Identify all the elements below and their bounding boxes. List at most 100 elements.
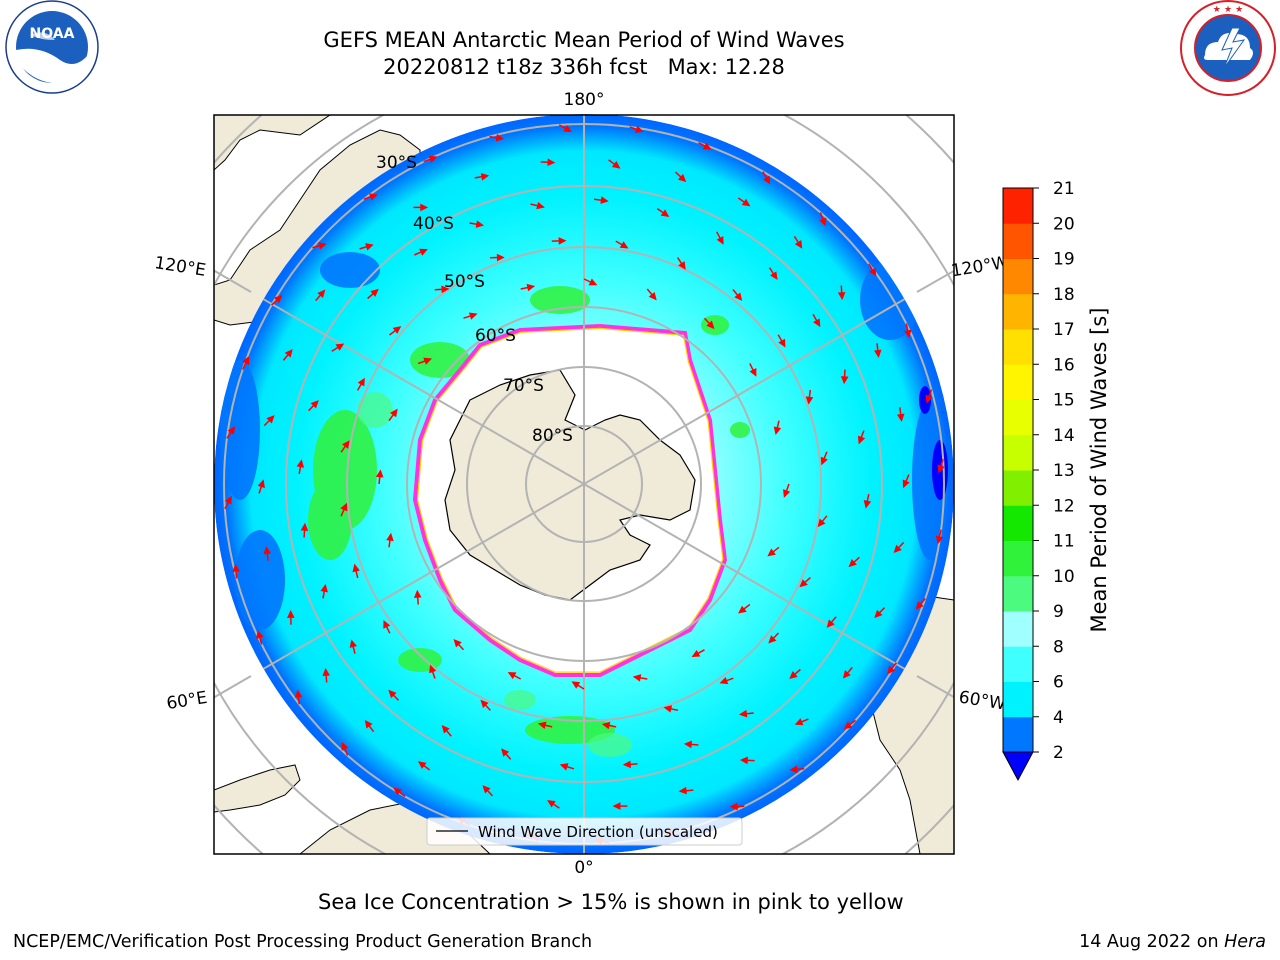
wave-arrow-head (428, 155, 438, 163)
colorbar-cell (1003, 329, 1033, 365)
colorbar-cell (1003, 434, 1033, 471)
wave-arrow-head (678, 261, 686, 270)
wave-arrow-head (294, 689, 303, 698)
colorbar-cell (1003, 470, 1033, 506)
wave-arrow-head (224, 495, 232, 505)
wave-arrow-head (423, 357, 433, 365)
lon-label-120e: 120°E (153, 253, 207, 281)
colorbar-under-triangle (1002, 751, 1034, 782)
wave-arrow-head (417, 761, 427, 769)
wave-arrow-head (741, 198, 751, 207)
wave-arrow-head (634, 125, 644, 133)
wave-arrow-head (420, 203, 429, 212)
wave-arrow-head (857, 435, 866, 445)
wave-arrow-head (287, 609, 295, 618)
wave-arrow-head (773, 426, 782, 435)
chart-title: GEFS MEAN Antarctic Mean Period of Wind … (323, 28, 845, 52)
wave-arrow-head (778, 338, 786, 348)
wave-arrow-head (501, 748, 510, 757)
wave-arrow-head (392, 326, 402, 334)
lat-label-40s: 40°S (413, 214, 454, 234)
lat-label-80s: 80°S (532, 426, 573, 446)
colorbar-cell (1003, 611, 1033, 647)
wave-arrow-head (794, 718, 804, 726)
colorbar-cell (1003, 293, 1033, 330)
wave-arrow-head (848, 558, 857, 568)
wave-arrow-head (799, 579, 808, 588)
wave-arrow-head (257, 479, 265, 489)
colorbar-tick-label: 20 (1053, 214, 1075, 234)
wind-wave-arrows (224, 124, 945, 846)
wave-arrow-head (475, 220, 485, 228)
colorbar-cell (1003, 188, 1033, 224)
ocean-disc (214, 114, 954, 854)
wave-arrow-head (840, 376, 849, 385)
wave-arrow-head (632, 674, 642, 682)
wave-arrow-head (242, 356, 250, 365)
wave-arrow-head (896, 413, 905, 422)
wave-arrow-head (601, 721, 611, 730)
wave-arrow-head (925, 394, 933, 404)
wave-arrow-head (794, 240, 803, 249)
wave-arrow-head (375, 469, 384, 478)
legend-label: Wind Wave Direction (unscaled) (478, 823, 718, 841)
wave-arrow-head (768, 635, 777, 644)
wave-arrow-head (677, 173, 687, 183)
colorbar-tick-label: 8 (1053, 637, 1064, 657)
wave-arrow-head (874, 349, 882, 358)
colorbar-tick-label: 9 (1053, 602, 1064, 622)
colorbar: 2 4 6 8 9 10 11 12 13 14 15 16 17 18 19 20 21 Mean Perio… (1002, 179, 1111, 782)
wave-arrow-head (507, 672, 517, 680)
wave-arrow-head (480, 173, 490, 181)
wave-arrow-head (310, 400, 319, 409)
lon-label-60w: 60°W (957, 687, 1007, 714)
nws-logo: ★ ★ ★ (1180, 0, 1276, 96)
colorbar-cell (1003, 223, 1033, 259)
wave-arrow-head (817, 518, 826, 528)
land-antarctica (444, 369, 696, 601)
wave-arrow-head (749, 367, 757, 377)
wave-arrow-head (340, 502, 348, 512)
lon-label-180: 180° (564, 90, 605, 110)
wave-arrow-head (453, 639, 462, 648)
wave-arrow-head (763, 175, 771, 185)
wave-arrow-head (227, 426, 236, 435)
wave-arrow-head (386, 532, 394, 542)
wave-arrow-head (342, 440, 350, 449)
colorbar-label: Mean Period of Wind Waves [s] (1087, 308, 1111, 633)
wave-arrow-head (284, 349, 293, 358)
wave-arrow-head (843, 721, 853, 730)
wave-arrow-head (813, 318, 821, 328)
wave-arrow-head (300, 522, 309, 531)
wave-arrow-head (663, 705, 673, 713)
wave-arrow-head (383, 620, 391, 629)
chart-subtitle: 20220812 t18z 336h fcst Max: 12.28 (383, 55, 785, 79)
svg-text:★ ★ ★: ★ ★ ★ (1213, 5, 1243, 15)
wave-arrow-head (706, 320, 715, 330)
wave-period-patches (308, 286, 750, 744)
wave-arrow-head (571, 681, 581, 689)
wave-arrow-head (729, 802, 738, 811)
wave-arrow-head (320, 583, 328, 593)
wave-arrow-head (495, 133, 505, 142)
wave-arrow-head (826, 619, 835, 628)
wave-arrow-head (767, 548, 776, 557)
wave-arrow-head (558, 237, 567, 245)
wave-arrow-head (902, 479, 910, 489)
wave-arrow-head (739, 756, 748, 765)
colorbar-cell (1003, 540, 1033, 577)
wave-arrow-head (789, 765, 798, 774)
colorbar-tick-label: 21 (1053, 179, 1075, 199)
colorbar-tick-label: 13 (1053, 461, 1075, 481)
wave-arrow-head (805, 396, 814, 405)
colorbar-tick-label: 2 (1053, 743, 1064, 763)
wave-arrow-head (937, 464, 945, 474)
wave-arrow-head (369, 193, 378, 201)
lat-label-50s: 50°S (444, 272, 485, 292)
land-australia-top (214, 115, 331, 171)
colorbar-tick-label: 17 (1053, 320, 1075, 340)
wave-arrow-head (441, 724, 450, 734)
lat-label-60s: 60°S (475, 326, 516, 346)
wave-arrow-head (915, 601, 924, 610)
